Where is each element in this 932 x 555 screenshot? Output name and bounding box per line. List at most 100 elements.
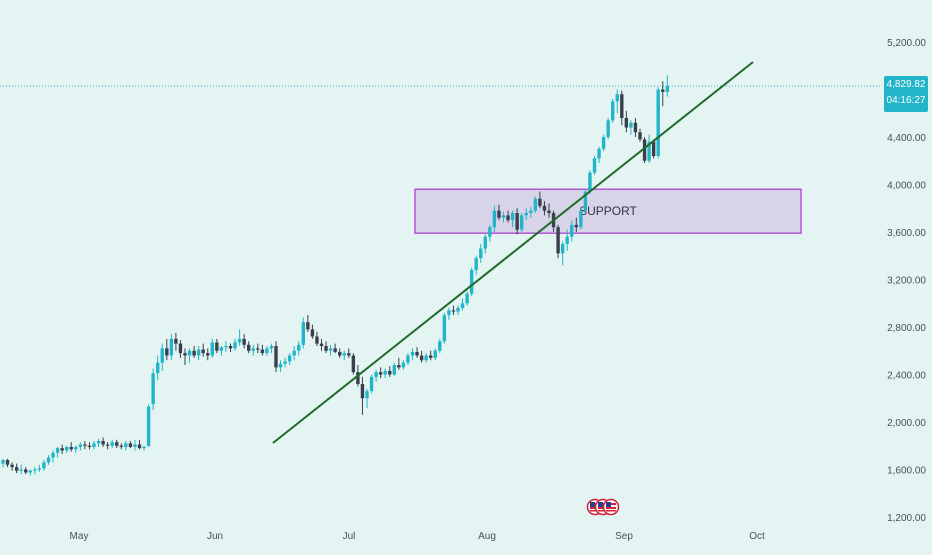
candle[interactable] bbox=[629, 120, 633, 135]
candle[interactable] bbox=[142, 445, 146, 451]
candle[interactable] bbox=[547, 203, 551, 218]
candle[interactable] bbox=[242, 334, 246, 349]
candle[interactable] bbox=[74, 445, 78, 453]
candle[interactable] bbox=[115, 439, 119, 449]
candle[interactable] bbox=[415, 347, 419, 358]
candle[interactable] bbox=[283, 357, 287, 368]
candle[interactable] bbox=[292, 346, 296, 361]
candle[interactable] bbox=[46, 455, 51, 465]
candle[interactable] bbox=[287, 353, 292, 365]
candle[interactable] bbox=[533, 196, 538, 213]
candle[interactable] bbox=[474, 255, 478, 275]
candle[interactable] bbox=[447, 308, 451, 320]
candle[interactable] bbox=[620, 90, 624, 126]
candle[interactable] bbox=[501, 211, 506, 223]
candle[interactable] bbox=[365, 388, 369, 408]
candle[interactable] bbox=[429, 350, 433, 361]
candle[interactable] bbox=[251, 344, 255, 356]
candle[interactable] bbox=[510, 210, 515, 228]
candle[interactable] bbox=[137, 439, 142, 450]
candle[interactable] bbox=[574, 217, 578, 232]
candle[interactable] bbox=[556, 224, 560, 259]
candle[interactable] bbox=[633, 118, 638, 137]
candle[interactable] bbox=[583, 189, 588, 213]
candle[interactable] bbox=[14, 463, 19, 474]
candle[interactable] bbox=[96, 438, 101, 447]
candle[interactable] bbox=[187, 348, 192, 363]
candle[interactable] bbox=[297, 341, 301, 356]
candle[interactable] bbox=[588, 170, 592, 194]
candle[interactable] bbox=[661, 81, 665, 107]
candle[interactable] bbox=[92, 441, 96, 450]
candle[interactable] bbox=[406, 353, 410, 365]
candle[interactable] bbox=[469, 267, 474, 297]
candle[interactable] bbox=[606, 118, 610, 140]
candle[interactable] bbox=[456, 305, 460, 316]
candle[interactable] bbox=[351, 353, 356, 375]
candle[interactable] bbox=[524, 208, 528, 221]
candle[interactable] bbox=[133, 439, 137, 451]
uptrend-line[interactable] bbox=[272, 61, 754, 444]
candle[interactable] bbox=[233, 338, 237, 351]
candle[interactable] bbox=[315, 331, 319, 346]
candle[interactable] bbox=[278, 360, 283, 373]
candle[interactable] bbox=[647, 134, 651, 164]
candle[interactable] bbox=[601, 134, 606, 152]
candle[interactable] bbox=[101, 437, 105, 447]
candle[interactable] bbox=[433, 348, 437, 361]
candle[interactable] bbox=[378, 367, 383, 379]
candle[interactable] bbox=[183, 348, 187, 365]
candle[interactable] bbox=[310, 324, 315, 339]
candle[interactable] bbox=[520, 213, 524, 232]
candle[interactable] bbox=[119, 443, 123, 450]
candle[interactable] bbox=[342, 350, 346, 361]
candle[interactable] bbox=[438, 338, 442, 354]
candle[interactable] bbox=[506, 210, 510, 223]
candle[interactable] bbox=[497, 204, 501, 221]
candle[interactable] bbox=[151, 368, 155, 411]
candle[interactable] bbox=[37, 464, 42, 472]
candle[interactable] bbox=[529, 207, 533, 218]
candle[interactable] bbox=[392, 362, 396, 376]
candle[interactable] bbox=[10, 462, 14, 471]
candle[interactable] bbox=[460, 298, 465, 311]
candle[interactable] bbox=[360, 376, 365, 415]
candle[interactable] bbox=[347, 348, 351, 358]
candle[interactable] bbox=[60, 444, 64, 455]
candle[interactable] bbox=[146, 404, 151, 447]
candle[interactable] bbox=[178, 340, 183, 358]
candle[interactable] bbox=[128, 441, 133, 449]
candle[interactable] bbox=[401, 360, 406, 370]
candle[interactable] bbox=[224, 341, 228, 352]
candle[interactable] bbox=[319, 338, 324, 351]
candle[interactable] bbox=[33, 467, 37, 475]
candle[interactable] bbox=[597, 146, 601, 164]
candle[interactable] bbox=[419, 350, 424, 363]
candle[interactable] bbox=[69, 442, 73, 452]
candle[interactable] bbox=[328, 344, 333, 356]
candle[interactable] bbox=[542, 201, 547, 216]
candle[interactable] bbox=[156, 355, 160, 381]
candle[interactable] bbox=[55, 446, 60, 458]
candle[interactable] bbox=[538, 191, 542, 209]
candle[interactable] bbox=[665, 75, 669, 97]
candle[interactable] bbox=[492, 205, 497, 232]
candle[interactable] bbox=[160, 343, 164, 371]
candle[interactable] bbox=[124, 441, 128, 451]
candle[interactable] bbox=[274, 341, 278, 373]
candle[interactable] bbox=[483, 234, 487, 254]
candle[interactable] bbox=[488, 224, 492, 242]
candle[interactable] bbox=[301, 317, 305, 349]
candle[interactable] bbox=[306, 315, 310, 332]
us-flag-event-icon[interactable] bbox=[602, 498, 620, 516]
candle[interactable] bbox=[87, 442, 92, 450]
candle[interactable] bbox=[442, 312, 447, 344]
candle[interactable] bbox=[424, 353, 428, 363]
candle[interactable] bbox=[383, 368, 387, 379]
candle[interactable] bbox=[5, 458, 10, 468]
candle[interactable] bbox=[324, 341, 328, 354]
candle[interactable] bbox=[237, 329, 242, 346]
candle[interactable] bbox=[256, 343, 260, 354]
candle[interactable] bbox=[169, 334, 174, 361]
